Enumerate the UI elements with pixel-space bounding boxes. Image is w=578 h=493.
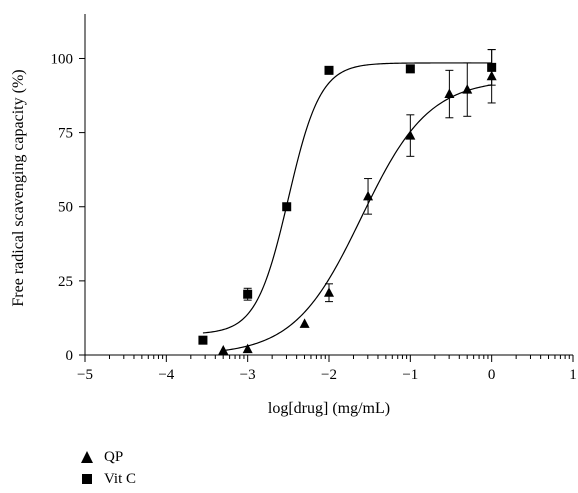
legend-item-qp: QP bbox=[80, 446, 136, 468]
x-axis-title: log[drug] (mg/mL) bbox=[268, 400, 390, 417]
data-point-vit-c bbox=[324, 65, 334, 75]
data-point-vit-c bbox=[487, 62, 497, 72]
legend: QP Vit C bbox=[80, 446, 136, 490]
data-point-qp bbox=[324, 287, 334, 297]
x-tick-label: −3 bbox=[240, 367, 256, 383]
triangle-marker-icon bbox=[80, 450, 94, 464]
fit-curve-qp bbox=[223, 84, 492, 352]
data-point-qp bbox=[299, 318, 310, 328]
x-tick-label: 1 bbox=[569, 367, 577, 383]
y-tick-label: 0 bbox=[66, 348, 74, 364]
y-tick-label: 50 bbox=[58, 200, 73, 216]
data-point-qp bbox=[218, 345, 229, 355]
data-point-qp bbox=[242, 343, 253, 354]
y-tick-label: 100 bbox=[51, 51, 74, 67]
data-point-qp bbox=[363, 190, 374, 201]
data-point-vit-c bbox=[198, 335, 208, 345]
square-marker-icon bbox=[80, 472, 94, 486]
y-axis-title: Free radical scavenging capacity (%) bbox=[10, 69, 27, 306]
plot-area: −5 −4 −3 −2 −1 0 1 0 25 50 75 100 bbox=[51, 14, 577, 383]
x-tick-label: −2 bbox=[321, 367, 337, 383]
data-point-qp bbox=[405, 130, 416, 140]
data-point-vit-c bbox=[282, 202, 292, 212]
x-tick-label: −4 bbox=[158, 367, 174, 383]
legend-label-qp: QP bbox=[104, 449, 124, 465]
x-tick-label: −1 bbox=[402, 367, 418, 383]
x-tick-label: −5 bbox=[77, 367, 93, 383]
data-point-qp bbox=[462, 84, 473, 94]
y-tick-label: 25 bbox=[58, 274, 73, 290]
chart: −5 −4 −3 −2 −1 0 1 0 25 50 75 100 log[drug] (mg/mL)… bbox=[10, 14, 577, 417]
data-point-vit-c bbox=[243, 289, 253, 299]
fit-curve-vit-c bbox=[202, 62, 492, 334]
data-point-vit-c bbox=[405, 64, 415, 74]
legend-label-vitc: Vit C bbox=[104, 471, 137, 487]
legend-item-vitc: Vit C bbox=[80, 468, 136, 490]
x-tick-label: 0 bbox=[488, 367, 496, 383]
data-point-qp bbox=[444, 88, 455, 99]
y-tick-label: 75 bbox=[58, 126, 73, 142]
